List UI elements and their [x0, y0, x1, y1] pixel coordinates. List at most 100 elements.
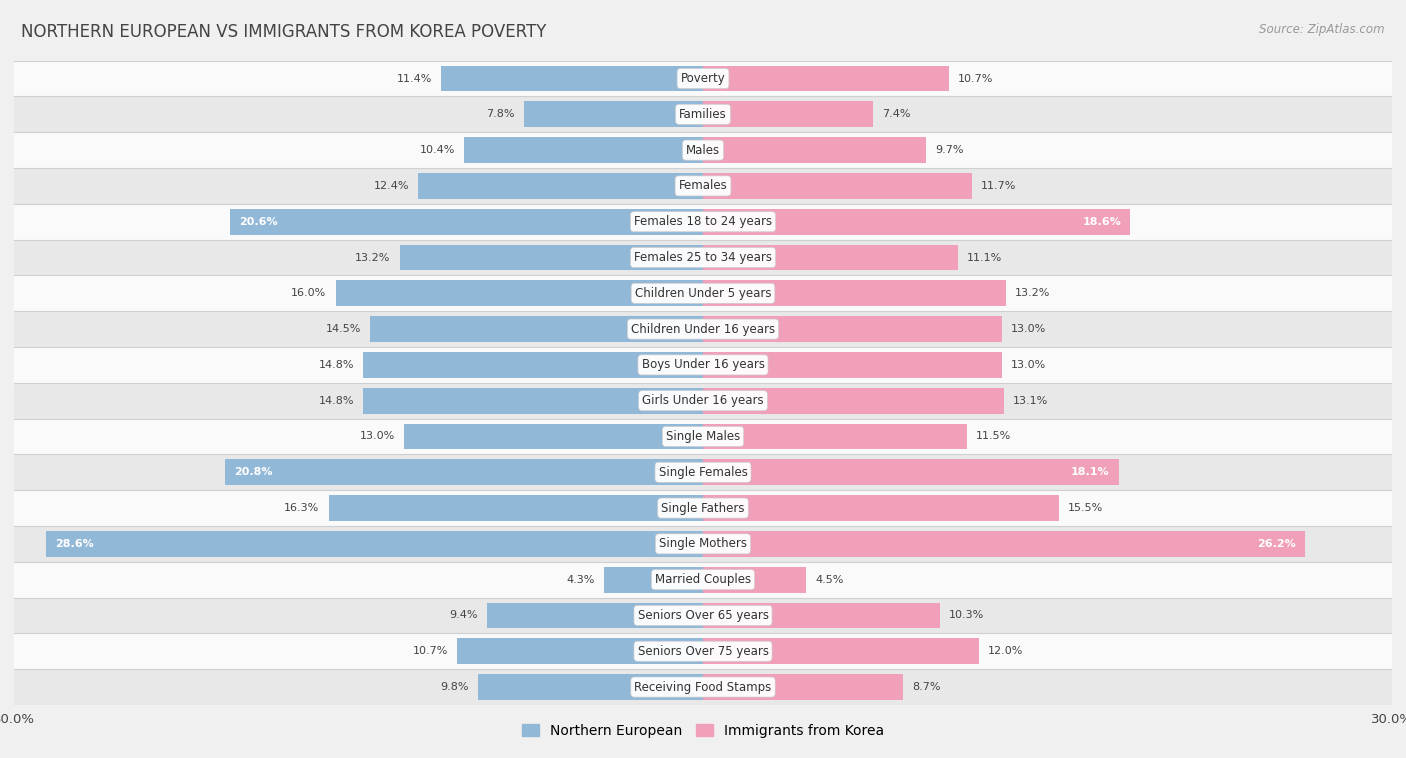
Text: 18.1%: 18.1% [1071, 467, 1109, 478]
Text: 11.5%: 11.5% [976, 431, 1011, 441]
Text: 11.7%: 11.7% [981, 181, 1017, 191]
Text: 14.8%: 14.8% [318, 396, 354, 406]
Text: Children Under 16 years: Children Under 16 years [631, 323, 775, 336]
Bar [14, 418, 1392, 454]
Bar [703, 603, 939, 628]
Bar [703, 531, 1305, 556]
Bar [14, 312, 1392, 347]
Bar [605, 567, 703, 593]
Bar [14, 526, 1392, 562]
Text: Married Couples: Married Couples [655, 573, 751, 586]
Bar [14, 669, 1392, 705]
Bar [225, 459, 703, 485]
Bar [457, 638, 703, 664]
Text: 9.8%: 9.8% [440, 682, 468, 692]
Text: 14.5%: 14.5% [325, 324, 361, 334]
Text: 11.1%: 11.1% [967, 252, 1002, 262]
Text: 11.4%: 11.4% [396, 74, 432, 83]
Text: 26.2%: 26.2% [1257, 539, 1295, 549]
Text: 16.3%: 16.3% [284, 503, 319, 513]
Bar [703, 137, 925, 163]
Text: Males: Males [686, 143, 720, 157]
Bar [336, 280, 703, 306]
Text: Females 18 to 24 years: Females 18 to 24 years [634, 215, 772, 228]
Bar [703, 638, 979, 664]
Text: Families: Families [679, 108, 727, 121]
Bar [14, 634, 1392, 669]
Text: 10.7%: 10.7% [957, 74, 993, 83]
Text: 13.0%: 13.0% [1011, 360, 1046, 370]
Text: Boys Under 16 years: Boys Under 16 years [641, 359, 765, 371]
Text: Seniors Over 75 years: Seniors Over 75 years [637, 645, 769, 658]
Bar [703, 674, 903, 700]
Bar [418, 173, 703, 199]
Bar [703, 245, 957, 271]
Bar [524, 102, 703, 127]
Text: 18.6%: 18.6% [1083, 217, 1121, 227]
Bar [399, 245, 703, 271]
Bar [703, 459, 1119, 485]
Text: Females 25 to 34 years: Females 25 to 34 years [634, 251, 772, 264]
Bar [14, 454, 1392, 490]
Bar [14, 61, 1392, 96]
Text: 13.2%: 13.2% [356, 252, 391, 262]
Bar [14, 204, 1392, 240]
Bar [14, 597, 1392, 634]
Bar [441, 66, 703, 92]
Text: 4.5%: 4.5% [815, 575, 844, 584]
Text: Single Females: Single Females [658, 465, 748, 479]
Text: 10.3%: 10.3% [949, 610, 984, 621]
Text: 13.0%: 13.0% [1011, 324, 1046, 334]
Text: NORTHERN EUROPEAN VS IMMIGRANTS FROM KOREA POVERTY: NORTHERN EUROPEAN VS IMMIGRANTS FROM KOR… [21, 23, 547, 41]
Bar [14, 168, 1392, 204]
Bar [486, 603, 703, 628]
Bar [703, 567, 807, 593]
Text: 9.4%: 9.4% [450, 610, 478, 621]
Bar [329, 495, 703, 521]
Text: 10.7%: 10.7% [413, 647, 449, 656]
Legend: Northern European, Immigrants from Korea: Northern European, Immigrants from Korea [516, 718, 890, 743]
Text: 7.4%: 7.4% [882, 109, 911, 119]
Bar [14, 132, 1392, 168]
Bar [703, 352, 1001, 377]
Text: Single Males: Single Males [666, 430, 740, 443]
Text: 9.7%: 9.7% [935, 145, 963, 155]
Bar [703, 208, 1130, 235]
Text: 8.7%: 8.7% [912, 682, 941, 692]
Text: 4.3%: 4.3% [567, 575, 595, 584]
Text: 16.0%: 16.0% [291, 288, 326, 299]
Bar [703, 388, 1004, 414]
Bar [14, 275, 1392, 312]
Text: 7.8%: 7.8% [486, 109, 515, 119]
Text: Receiving Food Stamps: Receiving Food Stamps [634, 681, 772, 694]
Text: Single Fathers: Single Fathers [661, 502, 745, 515]
Bar [703, 316, 1001, 342]
Text: Females: Females [679, 180, 727, 193]
Bar [703, 102, 873, 127]
Text: 13.1%: 13.1% [1012, 396, 1049, 406]
Bar [703, 495, 1059, 521]
Bar [14, 562, 1392, 597]
Bar [703, 173, 972, 199]
Bar [14, 347, 1392, 383]
Text: Poverty: Poverty [681, 72, 725, 85]
Text: Children Under 5 years: Children Under 5 years [634, 287, 772, 300]
Bar [14, 383, 1392, 418]
Text: Source: ZipAtlas.com: Source: ZipAtlas.com [1260, 23, 1385, 36]
Bar [703, 424, 967, 449]
Bar [46, 531, 703, 556]
Bar [464, 137, 703, 163]
Bar [14, 490, 1392, 526]
Text: 15.5%: 15.5% [1069, 503, 1104, 513]
Text: 20.6%: 20.6% [239, 217, 278, 227]
Text: 14.8%: 14.8% [318, 360, 354, 370]
Text: Seniors Over 65 years: Seniors Over 65 years [637, 609, 769, 622]
Bar [370, 316, 703, 342]
Bar [363, 388, 703, 414]
Bar [363, 352, 703, 377]
Text: 20.8%: 20.8% [235, 467, 273, 478]
Bar [231, 208, 703, 235]
Text: 13.0%: 13.0% [360, 431, 395, 441]
Text: 13.2%: 13.2% [1015, 288, 1050, 299]
Text: 12.0%: 12.0% [988, 647, 1024, 656]
